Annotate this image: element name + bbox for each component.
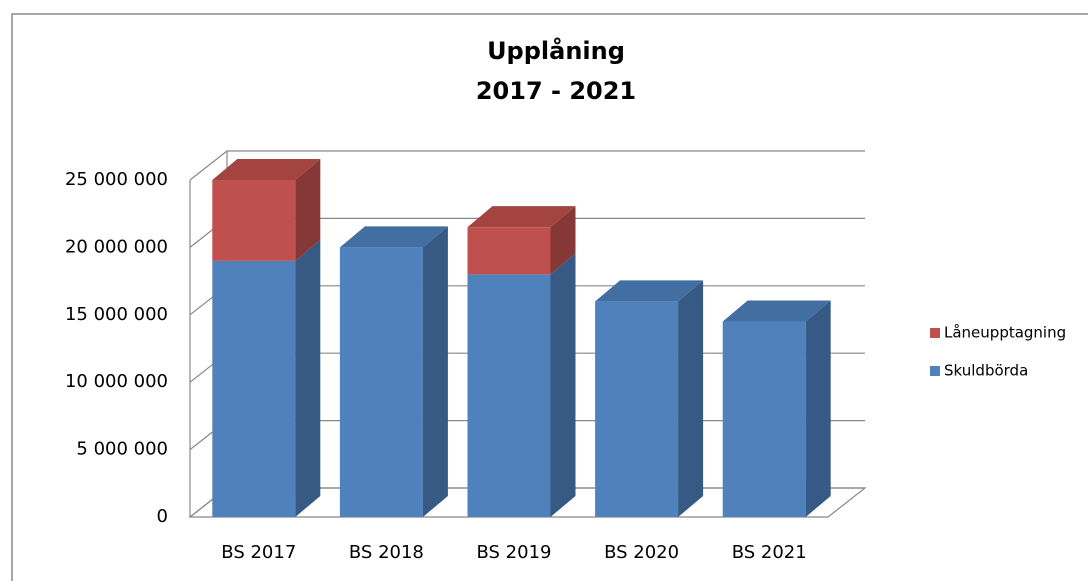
grid-line (189, 150, 865, 181)
bar (339, 247, 423, 517)
y-tick-label: 0 (157, 506, 168, 527)
bar-side (422, 226, 448, 517)
bar-side (678, 280, 704, 517)
y-tick-label: 10 000 000 (65, 371, 168, 392)
bar-top (467, 206, 576, 228)
bar-side (295, 239, 321, 517)
bar (722, 321, 806, 517)
x-tick-label: BS 2018 (349, 542, 424, 563)
chart-title: Upplåning (487, 36, 625, 65)
legend-label: Låneupptagning (944, 324, 1066, 342)
bar-top (722, 300, 831, 322)
bar-side (550, 253, 576, 518)
bar-side (295, 159, 321, 261)
bar-side (550, 206, 576, 275)
bar-side (805, 300, 831, 517)
y-tick-label: 5 000 000 (76, 439, 168, 460)
bar (595, 301, 679, 517)
bar (467, 274, 551, 517)
legend-swatch (930, 366, 940, 376)
bar (212, 180, 296, 261)
x-tick-label: BS 2017 (221, 542, 296, 563)
y-tick-label: 15 000 000 (65, 304, 168, 325)
y-tick-label: 20 000 000 (65, 236, 168, 257)
bar (212, 260, 296, 517)
chart-title: 2017 - 2021 (476, 77, 636, 105)
y-tick-label: 25 000 000 (65, 169, 168, 190)
bar-top (212, 159, 321, 180)
legend-swatch (930, 328, 940, 338)
bar (467, 227, 551, 275)
legend-label: Skuldbörda (944, 362, 1028, 380)
bar-top (595, 280, 704, 302)
x-tick-label: BS 2021 (732, 542, 807, 563)
x-tick-label: BS 2019 (477, 542, 552, 563)
bar-top (339, 226, 448, 248)
x-tick-label: BS 2020 (604, 542, 679, 563)
